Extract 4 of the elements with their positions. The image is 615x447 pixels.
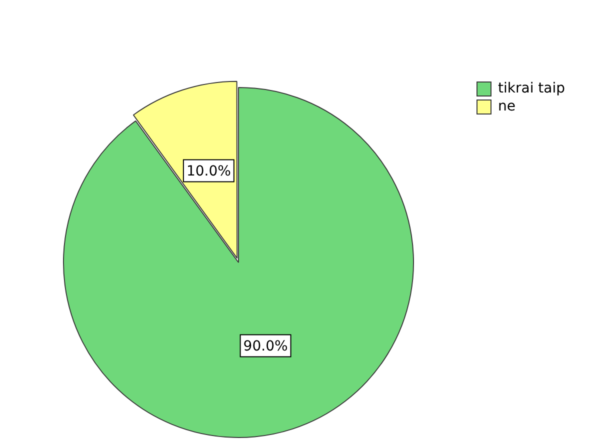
legend-label: tikrai taip (498, 80, 566, 97)
data-label: 10.0% (186, 163, 231, 180)
legend-label: ne (498, 98, 516, 115)
data-label: 90.0% (243, 338, 288, 354)
